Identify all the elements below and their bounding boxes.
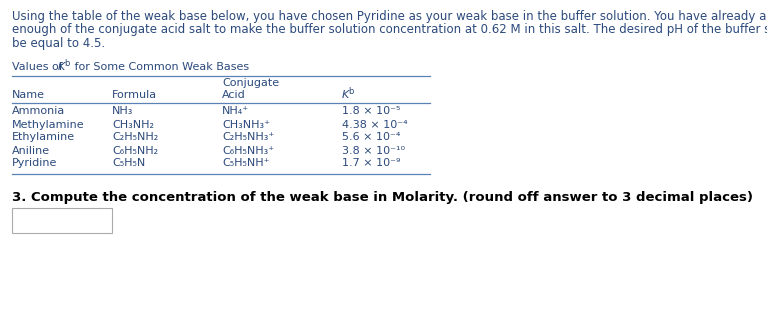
Text: CH₃NH₂: CH₃NH₂ — [112, 120, 154, 130]
FancyBboxPatch shape — [12, 207, 112, 233]
Text: enough of the conjugate acid salt to make the buffer solution concentration at 0: enough of the conjugate acid salt to mak… — [12, 24, 767, 36]
Text: Using the table of the weak base below, you have chosen Pyridine as your weak ba: Using the table of the weak base below, … — [12, 10, 767, 23]
Text: Formula: Formula — [112, 90, 157, 100]
Text: Ethylamine: Ethylamine — [12, 132, 75, 143]
Text: b: b — [348, 86, 354, 95]
Text: Acid: Acid — [222, 90, 245, 100]
Text: Pyridine: Pyridine — [12, 159, 58, 168]
Text: K: K — [342, 90, 349, 100]
Text: NH₃: NH₃ — [112, 107, 133, 116]
Text: b: b — [64, 60, 70, 69]
Text: 1.8 × 10⁻⁵: 1.8 × 10⁻⁵ — [342, 107, 400, 116]
Text: C₆H₅NH₃⁺: C₆H₅NH₃⁺ — [222, 145, 274, 155]
Text: K: K — [58, 63, 65, 72]
Text: CH₃NH₃⁺: CH₃NH₃⁺ — [222, 120, 270, 130]
Text: C₂H₅NH₂: C₂H₅NH₂ — [112, 132, 158, 143]
Text: Values of: Values of — [12, 63, 66, 72]
Text: Ammonia: Ammonia — [12, 107, 65, 116]
Text: C₅H₅N: C₅H₅N — [112, 159, 145, 168]
Text: NH₄⁺: NH₄⁺ — [222, 107, 249, 116]
Text: 4.38 × 10⁻⁴: 4.38 × 10⁻⁴ — [342, 120, 407, 130]
Text: 5.6 × 10⁻⁴: 5.6 × 10⁻⁴ — [342, 132, 400, 143]
Text: Methylamine: Methylamine — [12, 120, 84, 130]
Text: 3. Compute the concentration of the weak base in Molarity. (round off answer to : 3. Compute the concentration of the weak… — [12, 191, 753, 204]
Text: Name: Name — [12, 90, 45, 100]
Text: C₅H₅NH⁺: C₅H₅NH⁺ — [222, 159, 269, 168]
Text: Conjugate: Conjugate — [222, 78, 279, 88]
Text: for Some Common Weak Bases: for Some Common Weak Bases — [71, 63, 249, 72]
Text: C₂H₅NH₃⁺: C₂H₅NH₃⁺ — [222, 132, 275, 143]
Text: be equal to 4.5.: be equal to 4.5. — [12, 37, 105, 50]
Text: 1.7 × 10⁻⁹: 1.7 × 10⁻⁹ — [342, 159, 400, 168]
Text: 3.8 × 10⁻¹⁰: 3.8 × 10⁻¹⁰ — [342, 145, 405, 155]
Text: Aniline: Aniline — [12, 145, 50, 155]
Text: C₆H₅NH₂: C₆H₅NH₂ — [112, 145, 158, 155]
